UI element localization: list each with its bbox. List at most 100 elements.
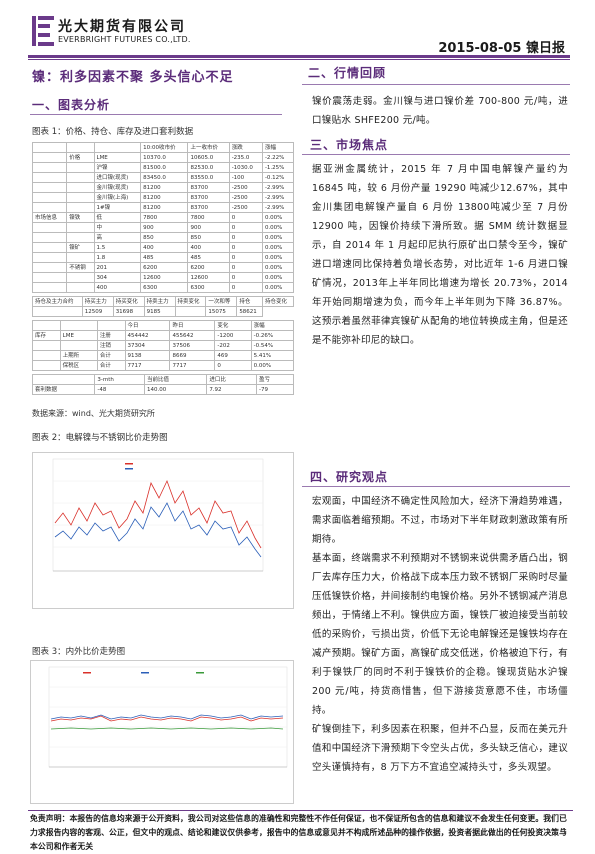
table-cell: 83700 <box>187 182 230 193</box>
table-cell <box>66 252 95 263</box>
table-cell <box>31 242 68 253</box>
research-conclusion-text: 矿镍倒挂下，利多因素在积聚，但并不凸显，反而在美元升值和中国经济下滑预期下令空头… <box>312 724 568 773</box>
table-cell: 0 <box>228 232 263 243</box>
table-cell: 7800 <box>187 212 230 223</box>
table-cell: 套利数据 <box>31 384 96 395</box>
table-cell: 0 <box>214 360 252 371</box>
table-row: 304 12600 12600 0 0.00% <box>31 272 295 283</box>
table-cell <box>66 202 95 213</box>
table-cell: 140.00 <box>143 384 208 395</box>
table-cell: 58621 <box>236 306 264 317</box>
table-cell: 高 <box>93 232 142 243</box>
table-cell: 6300 <box>140 282 189 293</box>
table-cell: 304 <box>93 272 142 283</box>
table-cell: 上期所 <box>59 350 98 361</box>
table-row: 高 850 850 0 0.00% <box>31 232 295 243</box>
table-cell <box>66 232 95 243</box>
table-cell <box>32 320 61 331</box>
table-cell: 不锈钢 <box>66 262 95 273</box>
table-cell: -1200 <box>214 330 252 341</box>
table-row: 上期所 合计 9138 8669 469 5.41% <box>32 350 295 361</box>
table-cell: 金川镍(现货) <box>93 182 142 193</box>
table-cell: 400 <box>187 242 230 253</box>
table-cell: -0.54% <box>250 340 295 351</box>
table-row: 保税区 合计 7717 7717 0 0.00% <box>32 360 295 371</box>
table-cell: -2.99% <box>261 192 295 203</box>
table-cell: LME <box>93 152 142 163</box>
table-cell: 0 <box>228 222 263 233</box>
table-cell: 盈亏 <box>255 374 295 385</box>
table-cell: -79 <box>255 384 295 395</box>
table-row: 不锈钢 201 6200 6200 0 0.00% <box>31 262 295 273</box>
table-cell: 今日 <box>124 320 171 331</box>
table-cell: 0 <box>228 272 263 283</box>
table-row: 进口镍(现货) 83450.0 83550.0 -100 -0.12% <box>31 172 295 183</box>
table-cell: 低 <box>93 212 142 223</box>
table-cell: 6200 <box>140 262 189 273</box>
table-cell: 454442 <box>124 330 171 341</box>
table-cell: -100 <box>228 172 263 183</box>
table-cell: 10605.0 <box>187 152 230 163</box>
table-cell: 进口比 <box>206 374 257 385</box>
header-rule-thin <box>28 59 570 60</box>
table-cell: 8669 <box>169 350 216 361</box>
table-cell: 0 <box>228 252 263 263</box>
section-market-review: 二、行情回顾 <box>308 66 387 80</box>
table-cell <box>66 282 95 293</box>
figure-2-caption: 图表 2：电解镍与不锈钢比价走势图 <box>32 433 168 443</box>
table-cell: 市场信息 <box>31 212 68 223</box>
table-row: 今日 昨日 变化 涨幅 <box>32 320 295 331</box>
table-cell: 0.00% <box>261 222 295 233</box>
data-source: 数据来源：wind、光大期货研究所 <box>32 409 155 418</box>
table-row: 3-mth 当前比值 进口比 盈亏 <box>31 374 295 385</box>
table-cell: 12600 <box>187 272 230 283</box>
table-cell: 850 <box>187 232 230 243</box>
table-cell <box>31 232 68 243</box>
table-cell <box>59 320 98 331</box>
table-cell: 注册 <box>96 330 126 341</box>
disclaimer: 免责声明：本报告的信息均来源于公开资料，我公司对这些信息的准确性和完整性不作任何… <box>30 814 567 851</box>
table-cell <box>31 374 96 385</box>
table-cell: 900 <box>140 222 189 233</box>
section-research-view: 四、研究观点 <box>310 470 389 484</box>
table-cell: 10370.0 <box>140 152 189 163</box>
section-rule <box>302 84 570 85</box>
table-row: 1#镍 81200 83700 -2500 -2.99% <box>31 202 295 213</box>
table-cell: -48 <box>94 384 145 395</box>
table-cell: -2.99% <box>261 202 295 213</box>
header-rule <box>28 55 570 58</box>
table-cell: 12509 <box>81 306 114 317</box>
section-market-focus: 三、市场焦点 <box>310 138 389 152</box>
table-row: 沪镍 81500.0 82530.0 -1030.0 -1.25% <box>31 162 295 173</box>
table-cell: -2500 <box>228 192 263 203</box>
table-cell: 注销 <box>96 340 126 351</box>
table-cell: 当前比值 <box>143 374 208 385</box>
table-cell: -202 <box>214 340 252 351</box>
table-cell <box>174 306 207 317</box>
table-cell: 涨跌 <box>228 142 263 153</box>
table-cell <box>31 192 68 203</box>
footer-rule <box>28 810 573 841</box>
table-cell: 81200 <box>140 192 189 203</box>
table-cell: 7800 <box>140 212 189 223</box>
table-cell: 0 <box>228 242 263 253</box>
table-cell: 3-mth <box>94 374 145 385</box>
table-cell: 12600 <box>140 272 189 283</box>
table-cell <box>31 252 68 263</box>
table-cell: -0.26% <box>250 330 295 341</box>
table-cell: -2500 <box>228 202 263 213</box>
table-cell: 37304 <box>124 340 171 351</box>
table-cell: 83550.0 <box>187 172 230 183</box>
table-cell: 83700 <box>187 192 230 203</box>
table-cell: 9138 <box>124 350 171 361</box>
section-chart-analysis: 一、图表分析 <box>32 98 111 112</box>
table-row: 400 6300 6300 0 0.00% <box>31 282 295 293</box>
table-cell: 7717 <box>169 360 216 371</box>
table-cell: 400 <box>93 282 142 293</box>
table-row: 1.8 485 485 0 0.00% <box>31 252 295 263</box>
table-cell: 469 <box>214 350 252 361</box>
table-cell: 201 <box>93 262 142 273</box>
table-cell: 9185 <box>143 306 176 317</box>
table-cell: 400 <box>140 242 189 253</box>
table-cell: 持仓变化 <box>262 296 294 307</box>
